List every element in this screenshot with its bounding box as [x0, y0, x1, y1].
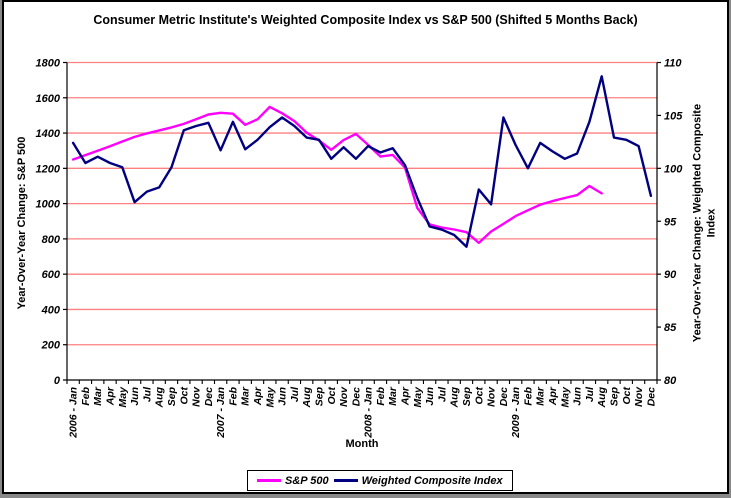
- x-tick-label: Feb: [227, 386, 239, 405]
- x-tick-label: Apr: [400, 386, 412, 406]
- x-tick-label: May: [412, 386, 424, 408]
- x-tick-label: Dec: [350, 387, 362, 406]
- series-line-sp500: [71, 105, 603, 245]
- x-tick-label: Feb: [375, 386, 387, 405]
- y-tick-label-right: 100: [664, 163, 683, 175]
- y-tick-label-left: 800: [42, 234, 61, 246]
- x-tick-label: Apr: [547, 386, 559, 406]
- legend-item-sp500: S&P 500: [257, 475, 329, 487]
- x-tick-label: 2007 - Jan: [215, 387, 227, 439]
- x-tick-label: 2009 - Jan: [510, 387, 522, 439]
- chart-title: Consumer Metric Institute's Weighted Com…: [93, 13, 638, 27]
- y-tick-label-right: 95: [664, 216, 677, 228]
- x-tick-label: Dec: [498, 387, 510, 406]
- x-tick-label: Sep: [166, 386, 178, 406]
- x-tick-label: Aug: [596, 386, 608, 408]
- x-tick-label: May: [559, 386, 571, 408]
- x-tick-label: Dec: [645, 387, 657, 406]
- y-tick-label-left: 1600: [36, 93, 61, 105]
- series-line-wci: [71, 75, 653, 248]
- x-tick-label: Jun: [424, 387, 436, 406]
- x-tick-label: Apr: [252, 386, 264, 406]
- plot-area: 0 200 400 600 800 1000 1200 1400 1600 1800 80 85 90 9…: [36, 58, 684, 439]
- y-axis-right-title-line1: Year-Over-Year Change: Weighted Composit…: [691, 103, 704, 343]
- x-axis-title: Month: [345, 438, 379, 450]
- x-tick-label: Dec: [203, 387, 215, 406]
- y-tick-label-right: 80: [664, 375, 677, 387]
- y-tick-label-left: 1400: [36, 128, 61, 140]
- y-tick-label-left: 600: [42, 269, 61, 281]
- x-tick-label: Apr: [105, 386, 117, 406]
- y-axis-right-title: Year-Over-Year Change: Weighted Composit…: [691, 58, 719, 388]
- x-tick-label: Jun: [129, 387, 141, 406]
- wci-line-swatch: [333, 479, 358, 482]
- x-tick-label: Aug: [301, 386, 313, 408]
- x-tick-label: Feb: [80, 386, 92, 405]
- x-tick-label: Nov: [191, 386, 203, 407]
- y-tick-label-left: 200: [41, 340, 61, 352]
- x-tick-label: Oct: [473, 387, 485, 405]
- x-tick-label: Mar: [92, 386, 104, 406]
- y-tick-label-right: 105: [664, 110, 683, 122]
- x-tick-label: Mar: [387, 386, 399, 406]
- x-tick-label: May: [264, 386, 276, 408]
- x-tick-label: Sep: [608, 386, 620, 406]
- x-tick-label: Jun: [277, 387, 289, 406]
- x-tick-label: 2008 - Jan: [363, 387, 375, 439]
- x-tick-label: Aug: [154, 386, 166, 408]
- legend-label-wci: Weighted Composite Index: [361, 474, 503, 487]
- sp500-line-swatch: [257, 479, 281, 482]
- y-tick-label-right: 110: [664, 58, 682, 70]
- x-tick-label: Oct: [178, 387, 190, 405]
- y-tick-label-left: 0: [54, 375, 61, 387]
- x-tick-label: Jun: [572, 387, 584, 406]
- x-tick-label: Mar: [535, 386, 547, 406]
- x-tick-label: Oct: [621, 387, 633, 405]
- x-tick-label: 2006 - Jan: [68, 387, 80, 439]
- y-tick-label-right: 85: [664, 322, 677, 334]
- x-tick-label: Oct: [326, 387, 338, 405]
- y-tick-label-left: 1200: [36, 163, 61, 175]
- x-tick-label: May: [117, 386, 129, 408]
- y-tick-label-left: 400: [41, 304, 61, 316]
- legend-label-sp500: S&P 500: [285, 474, 329, 487]
- y-tick-label-left: 1000: [36, 199, 61, 211]
- x-tick-label: Feb: [522, 386, 534, 405]
- x-tick-label: Nov: [486, 386, 498, 407]
- legend-item-wci: Weighted Composite Index: [333, 474, 503, 487]
- x-tick-label: Sep: [461, 386, 473, 406]
- y-axis-left-title: Year-Over-Year Change: S&P 500: [16, 136, 29, 310]
- legend: S&P 500 Weighted Composite Index: [247, 470, 513, 491]
- x-tick-label: Aug: [449, 386, 461, 408]
- x-tick-label: Jul: [436, 386, 448, 402]
- x-tick-label: Sep: [313, 386, 325, 406]
- y-tick-label-right: 90: [664, 269, 677, 281]
- x-tick-label: Nov: [338, 386, 350, 407]
- x-tick-label: Jul: [289, 386, 301, 402]
- x-tick-label: Mar: [240, 386, 252, 406]
- y-tick-label-left: 1800: [36, 58, 61, 70]
- x-tick-label: Jul: [141, 386, 153, 402]
- y-axis-right-title-line2: Index: [705, 208, 717, 238]
- x-tick-label: Nov: [633, 386, 645, 407]
- x-tick-label: Jul: [584, 386, 596, 402]
